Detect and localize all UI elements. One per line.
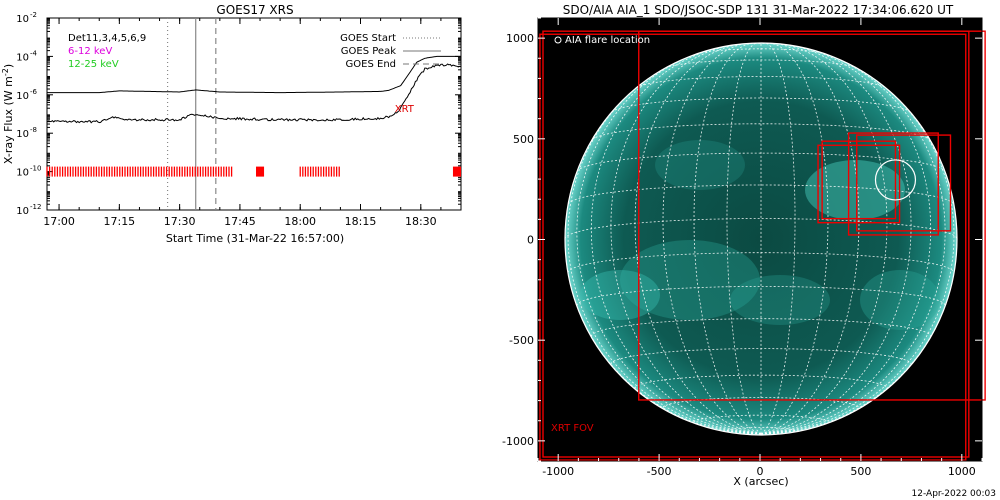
xrt-fov-label: XRT FOV (551, 423, 594, 434)
aia-y-tick-label: -1000 (502, 435, 534, 448)
aia-x-tick-label: -1000 (542, 465, 574, 478)
y-tick-exponent: -10 (30, 165, 41, 173)
y-tick-label: 10 (16, 14, 29, 25)
active-region-blob (655, 140, 745, 190)
goes-info-text: Det11,3,4,5,6,9 6-12 keV 12-25 keV (68, 33, 146, 70)
goes-y-axis-label-close: ) (2, 64, 15, 68)
aia-x-tick-label: 500 (850, 465, 871, 478)
aia-x-axis-label: X (arcsec) (733, 475, 788, 488)
y-tick-exponent: -2 (30, 11, 37, 19)
energy-band-12-25: 12-25 keV (68, 59, 119, 70)
y-tick-exponent: -4 (30, 49, 38, 57)
y-tick-label: 10 (16, 91, 29, 102)
footer-date: 12-Apr-2022 00:03 (912, 489, 996, 499)
x-tick-label: 18:15 (345, 215, 377, 228)
goes-y-axis-label: X-ray Flux (W m-2) (1, 64, 15, 164)
x-tick-label: 18:30 (405, 215, 437, 228)
aia-x-tick-label: -500 (647, 465, 672, 478)
y-tick-label: 10 (16, 168, 29, 179)
x-tick-label: 17:00 (43, 215, 75, 228)
detector-label: Det11,3,4,5,6,9 (68, 33, 146, 44)
y-tick-label: 10 (16, 129, 29, 140)
x-tick-label: 17:15 (103, 215, 135, 228)
goes-y-axis-label-exp: -2 (1, 68, 10, 76)
aia-y-tick-label: 1000 (506, 32, 534, 45)
aia-y-tick-label: -500 (509, 334, 534, 347)
coverage-bar (453, 167, 461, 177)
y-tick-label: 10 (16, 206, 29, 217)
coverage-bars (47, 167, 461, 177)
aia-y-tick-label: 500 (513, 133, 534, 146)
legend-goes-start: GOES Start (340, 33, 396, 44)
goes-legend: GOES Start GOES Peak GOES End (340, 33, 441, 70)
y-tick-exponent: -6 (30, 88, 38, 96)
coverage-bar (256, 167, 264, 177)
xrt-annotation: XRT (395, 104, 415, 115)
aia-y-tick-label: 0 (527, 234, 534, 247)
aia-x-tick-label: 1000 (948, 465, 976, 478)
y-tick-exponent: -12 (30, 203, 41, 211)
goes-x-axis-label: Start Time (31-Mar-22 16:57:00) (166, 232, 344, 245)
legend-goes-peak: GOES Peak (341, 46, 396, 57)
x-tick-label: 17:45 (224, 215, 256, 228)
x-tick-label: 18:00 (284, 215, 316, 228)
goes-y-axis-label-main: X-ray Flux (W m (2, 76, 15, 164)
energy-band-6-12: 6-12 keV (68, 46, 112, 57)
flare-legend-label: AIA flare location (565, 35, 650, 46)
y-tick-label: 10 (16, 52, 29, 63)
legend-goes-end: GOES End (346, 59, 396, 70)
goes-panel: GOES17 XRS 10-210-410-610-810-1010-12 17… (1, 3, 461, 245)
y-tick-exponent: -8 (30, 126, 37, 134)
aia-title: SDO/AIA AIA_1 SDO/JSOC-SDP 131 31-Mar-20… (563, 3, 954, 17)
active-region-blob (730, 275, 830, 325)
x-tick-label: 17:30 (164, 215, 196, 228)
goes-title: GOES17 XRS (216, 3, 293, 17)
aia-panel: SDO/AIA AIA_1 SDO/JSOC-SDP 131 31-Mar-20… (502, 3, 996, 499)
